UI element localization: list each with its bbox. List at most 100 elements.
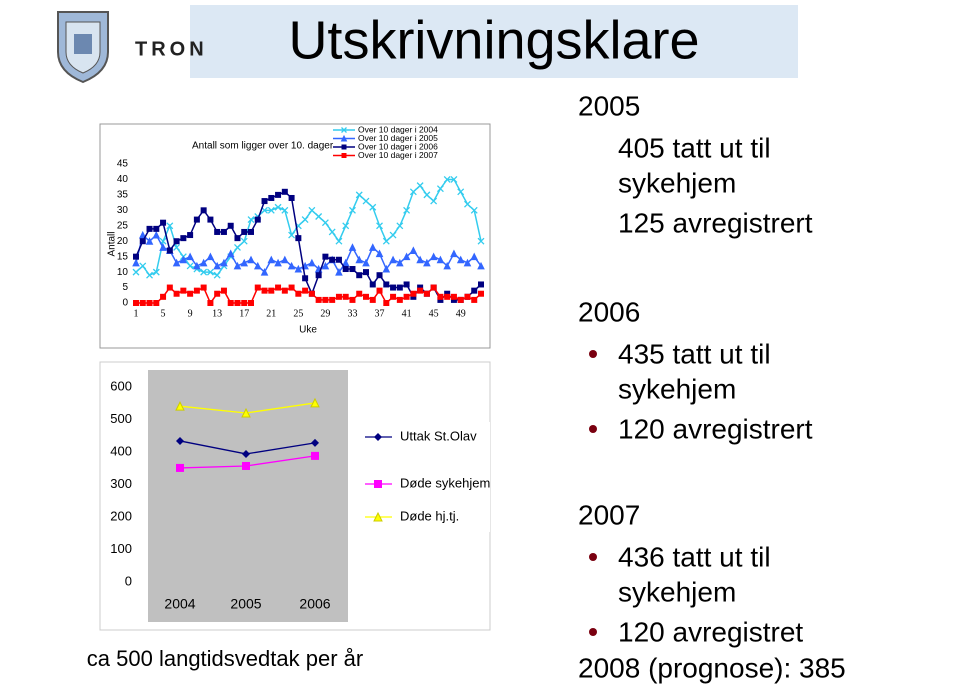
marker — [253, 261, 262, 270]
marker — [443, 261, 451, 270]
marker — [349, 296, 356, 303]
y-tick-label: 500 — [110, 411, 132, 426]
note-year: 2007 — [578, 499, 640, 530]
marker — [335, 256, 342, 263]
marker — [288, 231, 296, 239]
marker — [315, 296, 322, 303]
marker — [402, 252, 411, 261]
y-tick-label: 25 — [117, 220, 129, 231]
marker — [160, 219, 167, 226]
marker — [132, 268, 140, 276]
marker — [220, 228, 227, 235]
marker — [206, 268, 214, 276]
marker — [376, 222, 383, 230]
marker — [172, 258, 181, 267]
marker — [374, 480, 382, 488]
marker — [373, 511, 383, 522]
marker — [288, 284, 295, 291]
x-tick-label: 2004 — [164, 596, 195, 612]
marker — [341, 153, 347, 158]
x-tick-label: 21 — [266, 308, 276, 319]
marker — [396, 258, 404, 267]
marker — [173, 290, 180, 297]
marker — [193, 216, 200, 223]
x-tick-label: 2005 — [230, 596, 261, 612]
marker — [340, 134, 348, 142]
marker — [450, 175, 458, 183]
logo-text: TRON — [135, 38, 208, 60]
y-tick-label: 20 — [117, 236, 129, 247]
marker — [368, 243, 377, 251]
marker — [206, 252, 215, 261]
note-year: 2006 — [578, 296, 640, 327]
marker — [321, 219, 329, 227]
marker — [436, 185, 444, 193]
marker — [463, 258, 472, 267]
y-tick-label: 10 — [117, 267, 129, 278]
bullet — [589, 553, 597, 561]
marker — [382, 264, 391, 273]
marker — [389, 255, 397, 264]
marker — [248, 228, 254, 235]
x-tick-label: 5 — [161, 308, 166, 319]
marker — [241, 300, 248, 306]
marker — [288, 194, 295, 201]
marker — [356, 272, 363, 279]
marker — [348, 243, 357, 251]
marker — [180, 287, 187, 294]
y-tick-label: 40 — [117, 174, 129, 185]
marker — [403, 281, 410, 288]
marker — [138, 230, 147, 239]
y-tick-label: 0 — [122, 298, 128, 309]
marker — [275, 191, 282, 198]
marker — [430, 197, 438, 205]
marker — [335, 293, 342, 300]
marker — [254, 284, 261, 291]
marker — [349, 206, 356, 214]
marker — [369, 296, 376, 303]
y-tick-label: 600 — [110, 378, 132, 393]
marker — [362, 197, 370, 205]
legend-label: Døde hj.tj. — [400, 508, 459, 523]
marker — [220, 287, 227, 294]
marker — [374, 433, 382, 441]
y-tick-label: 5 — [122, 282, 128, 293]
marker — [308, 290, 315, 297]
marker — [133, 300, 139, 306]
note-line: 120 avregistrert — [618, 413, 813, 444]
marker — [173, 238, 180, 245]
marker — [214, 290, 221, 297]
marker — [363, 269, 369, 276]
marker — [213, 261, 221, 270]
marker — [437, 296, 444, 303]
marker — [328, 228, 336, 236]
marker — [396, 296, 403, 303]
marker — [247, 216, 255, 224]
marker — [450, 293, 457, 300]
marker — [444, 290, 451, 297]
marker — [450, 296, 457, 303]
marker — [214, 228, 221, 235]
marker — [267, 206, 275, 214]
title-box — [190, 5, 798, 78]
marker — [342, 222, 350, 230]
marker — [160, 293, 167, 300]
marker — [341, 127, 347, 133]
legend-label: Over 10 dager i 2007 — [358, 150, 438, 160]
marker — [234, 235, 241, 242]
marker — [410, 290, 417, 297]
marker — [311, 451, 319, 460]
prognosis: 2008 (prognose): 385 — [578, 652, 846, 683]
marker — [464, 293, 471, 300]
marker — [369, 281, 376, 288]
legend-label: Over 10 dager i 2006 — [358, 141, 438, 151]
marker — [227, 300, 234, 306]
slide-title: Utskrivningsklare — [288, 10, 699, 70]
marker — [349, 266, 356, 273]
marker — [423, 258, 431, 267]
marker — [234, 300, 241, 306]
x-tick-label: 9 — [188, 308, 193, 319]
x-tick-label: 29 — [320, 308, 330, 319]
marker — [444, 293, 451, 300]
